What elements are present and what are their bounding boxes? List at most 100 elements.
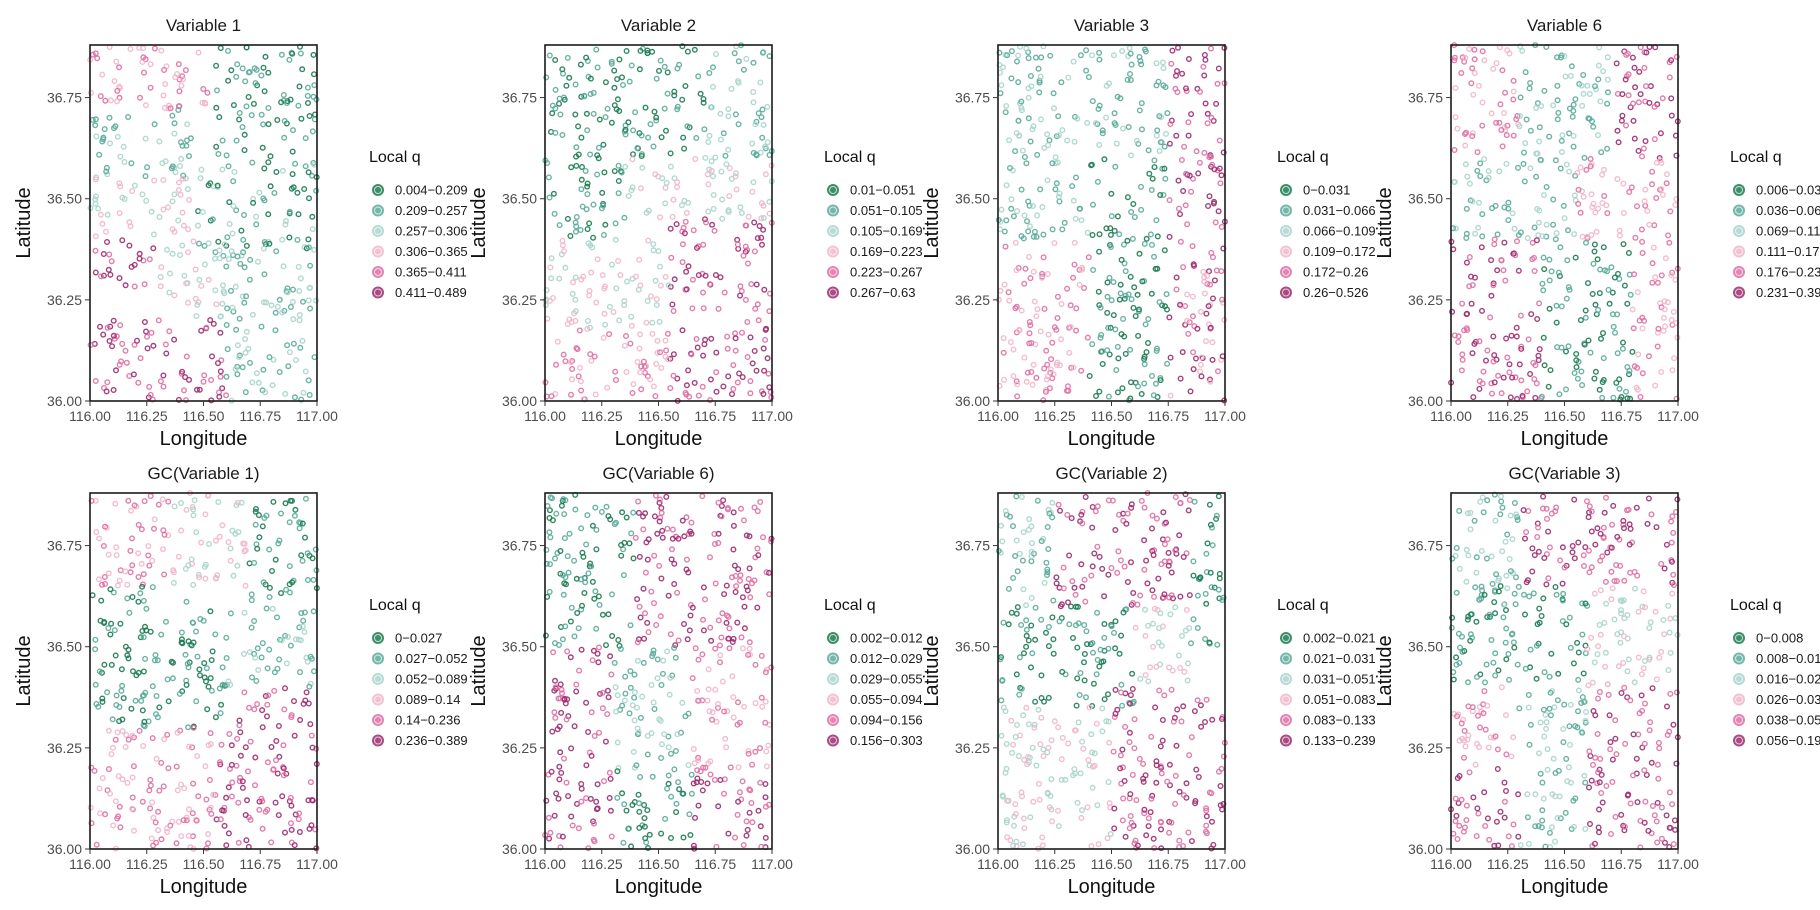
data-point: [569, 290, 576, 297]
data-point: [1065, 74, 1072, 81]
data-point: [723, 161, 730, 168]
data-point: [708, 637, 715, 644]
data-point: [1580, 71, 1587, 78]
data-point: [1204, 540, 1211, 547]
data-point: [308, 732, 315, 739]
data-point: [1168, 686, 1175, 693]
data-point: [1581, 698, 1588, 705]
data-point: [1043, 572, 1050, 579]
data-point: [1184, 677, 1191, 684]
legend-key-ring: [829, 675, 837, 683]
data-point: [1498, 257, 1505, 264]
data-point: [211, 255, 218, 262]
data-point: [676, 786, 683, 793]
data-point: [1118, 632, 1125, 639]
data-point: [1534, 205, 1541, 212]
data-point: [1184, 291, 1191, 298]
data-point: [609, 633, 616, 640]
data-point: [640, 659, 647, 666]
x-tick-label: 116.75: [1600, 856, 1642, 872]
data-point: [1003, 817, 1010, 824]
data-point: [1126, 45, 1133, 52]
data-point: [1010, 213, 1017, 220]
data-point: [1041, 579, 1048, 586]
data-point: [1190, 616, 1197, 623]
data-point: [654, 656, 661, 663]
data-point: [1452, 818, 1459, 825]
data-point: [1015, 79, 1022, 86]
data-point: [1108, 623, 1115, 630]
data-point: [1566, 130, 1573, 137]
data-point: [126, 609, 133, 616]
data-point: [1468, 634, 1475, 641]
data-point: [1643, 772, 1650, 779]
data-point: [1501, 779, 1508, 786]
data-point: [1124, 510, 1131, 517]
data-point: [1068, 515, 1075, 522]
data-point: [1184, 221, 1191, 228]
data-point: [1620, 241, 1627, 248]
data-point: [1098, 331, 1105, 338]
data-point: [1173, 550, 1180, 557]
data-point: [583, 110, 590, 117]
data-point: [126, 242, 133, 249]
data-point: [1056, 198, 1063, 205]
data-point: [1069, 772, 1076, 779]
data-point: [743, 583, 750, 590]
data-point: [1131, 284, 1138, 291]
data-point: [240, 651, 247, 658]
data-point: [1550, 196, 1557, 203]
data-point: [1484, 702, 1491, 709]
data-point: [592, 504, 599, 511]
data-point: [203, 665, 210, 672]
data-point: [1044, 566, 1051, 573]
data-point: [284, 289, 291, 296]
data-point: [236, 116, 243, 123]
data-point: [1505, 833, 1512, 840]
data-point: [1027, 322, 1034, 329]
data-point: [1150, 392, 1157, 399]
data-point: [1005, 289, 1012, 296]
data-point: [725, 635, 732, 642]
data-point: [1064, 383, 1071, 390]
data-point: [1107, 831, 1114, 838]
data-point: [1668, 112, 1675, 119]
data-point: [1495, 667, 1502, 674]
data-point: [1490, 659, 1497, 666]
legend-key-ring: [1282, 206, 1290, 215]
data-point: [1038, 616, 1045, 623]
data-point: [1567, 701, 1574, 708]
data-point: [228, 742, 235, 749]
data-point: [1658, 272, 1665, 279]
data-point: [664, 69, 671, 76]
data-point: [662, 337, 669, 344]
data-point: [584, 191, 591, 198]
data-point: [999, 538, 1006, 545]
data-point: [1185, 829, 1192, 836]
data-point: [1564, 257, 1571, 264]
data-point: [1160, 191, 1167, 198]
data-point: [1494, 231, 1501, 238]
data-point: [1451, 178, 1458, 185]
data-point: [737, 572, 744, 579]
data-point: [589, 244, 596, 251]
data-point: [1452, 114, 1459, 121]
data-point: [1169, 595, 1176, 602]
data-point: [645, 629, 652, 636]
data-point: [1579, 382, 1586, 389]
data-point: [1145, 678, 1152, 685]
data-point: [280, 91, 287, 98]
legend-label: 0.169−0.223: [850, 244, 923, 259]
data-point: [1166, 314, 1173, 321]
data-point: [1021, 825, 1028, 832]
data-point: [1185, 507, 1192, 514]
data-point: [1606, 300, 1613, 307]
data-point: [1013, 610, 1020, 617]
data-point: [672, 654, 679, 661]
data-point: [1045, 331, 1052, 338]
data-point: [1051, 718, 1058, 725]
data-point: [755, 110, 762, 117]
data-point: [159, 496, 166, 503]
data-point: [626, 78, 633, 85]
data-point: [1055, 501, 1062, 508]
